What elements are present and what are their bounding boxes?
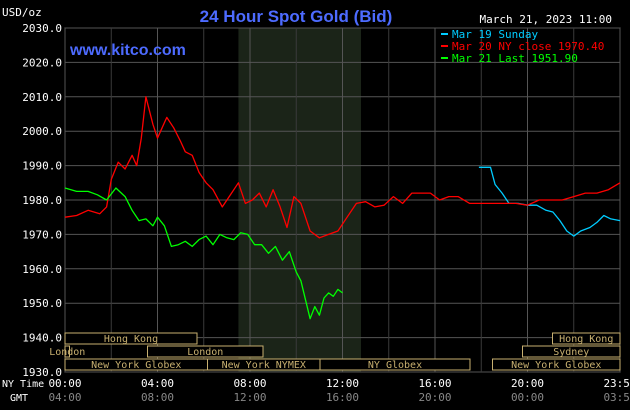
y-tick-label: 2030.0 [22, 22, 62, 35]
x-tick-label-ny: 20:00 [511, 377, 544, 390]
session-label: New York Globex [91, 360, 181, 371]
x-tick-label-gmt: 12:00 [233, 391, 266, 404]
ny-time-label: NY Time [2, 379, 44, 390]
chart-title: 24 Hour Spot Gold (Bid) [200, 7, 393, 26]
session-bar [522, 345, 621, 358]
x-tick-label-gmt: 03:59 [603, 391, 630, 404]
session-label: NY Globex [368, 360, 422, 371]
y-tick-label: 1990.0 [22, 160, 62, 173]
session-bar [147, 345, 264, 358]
x-axis-ticks: 00:0004:0004:0008:0008:0012:0012:0016:00… [48, 377, 630, 404]
series-line-0 [478, 166, 621, 237]
session-bar [64, 345, 70, 358]
x-tick-label-gmt: 08:00 [141, 391, 174, 404]
session-label: Hong Kong [104, 334, 158, 345]
session-bar [552, 332, 621, 345]
legend-entry: Mar 20 NY close 1970.40 [452, 40, 604, 53]
y-tick-label: 1980.0 [22, 194, 62, 207]
y-axis-units: USD/oz [2, 6, 42, 19]
gmt-label: GMT [10, 393, 28, 404]
series-lines [64, 96, 621, 320]
session-bar [492, 358, 621, 371]
x-tick-label-gmt: 04:00 [48, 391, 81, 404]
session-label: New York NYMEX [222, 360, 306, 371]
x-tick-label-ny: 08:00 [233, 377, 266, 390]
legend-entry: Mar 21 Last 1951.90 [452, 52, 578, 65]
y-tick-label: 1930.0 [22, 366, 62, 379]
y-tick-label: 1940.0 [22, 332, 62, 345]
y-axis-ticks: 1930.0 1940.0 1950.0 1960.0 1970.0 1980.0 1990… [22, 22, 62, 379]
chart-timestamp: March 21, 2023 11:00 [480, 13, 612, 26]
y-tick-label: 2010.0 [22, 91, 62, 104]
series-line-2 [64, 187, 343, 320]
x-tick-label-ny: 12:00 [326, 377, 359, 390]
session-bar [64, 332, 198, 345]
y-tick-label: 1970.0 [22, 228, 62, 241]
session-label: London [49, 347, 85, 358]
session-label: Hong Kong [559, 334, 613, 345]
session-bar [319, 358, 471, 371]
x-tick-label-gmt: 16:00 [326, 391, 359, 404]
session-label: Sydney [553, 347, 589, 358]
session-label: London [187, 347, 223, 358]
y-tick-label: 2000.0 [22, 125, 62, 138]
legend-entry: Mar 19 Sunday [452, 28, 538, 41]
x-tick-label-ny: 23:59 [603, 377, 630, 390]
session-label: New York Globex [511, 360, 601, 371]
market-sessions: Hong Kong London London New York Globex New … [49, 332, 621, 371]
x-tick-label-gmt: 20:00 [418, 391, 451, 404]
series-line-1 [64, 96, 621, 239]
website-watermark: www.kitco.com [69, 42, 186, 59]
x-tick-label-gmt: 00:00 [511, 391, 544, 404]
grid-lines [64, 27, 621, 373]
y-tick-label: 1960.0 [22, 263, 62, 276]
x-tick-label-ny: 16:00 [418, 377, 451, 390]
x-tick-label-ny: 00:00 [48, 377, 81, 390]
y-tick-label: 1950.0 [22, 297, 62, 310]
x-tick-label-ny: 04:00 [141, 377, 174, 390]
y-tick-label: 2020.0 [22, 56, 62, 69]
